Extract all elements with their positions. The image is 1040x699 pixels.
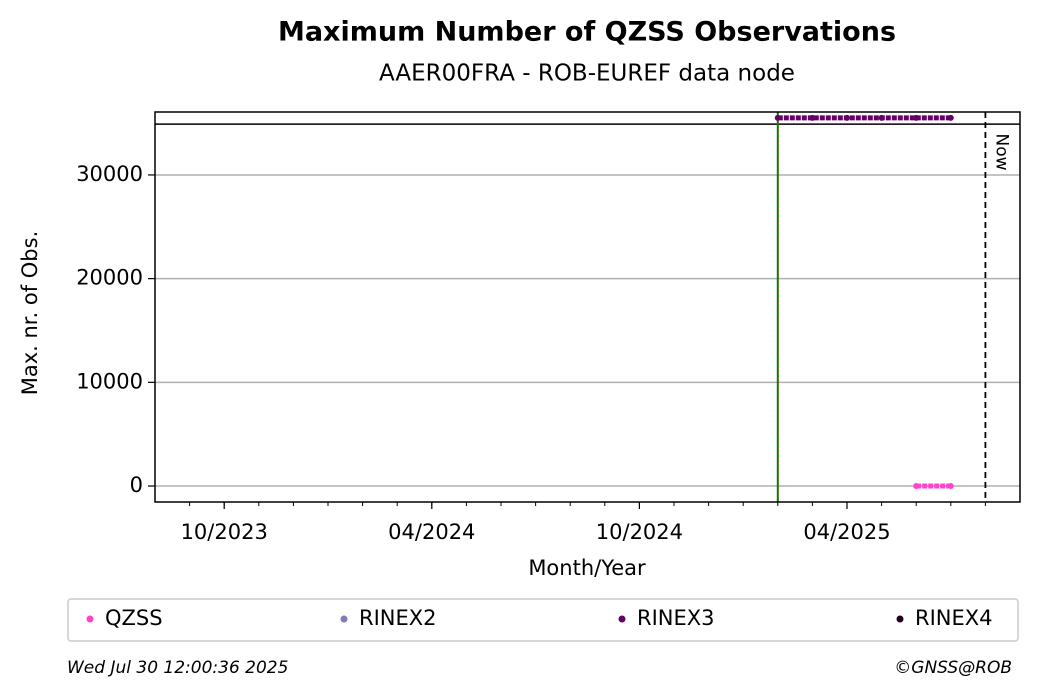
x-axis-label: Month/Year: [528, 556, 646, 580]
data-point: [913, 114, 920, 121]
x-tick-label: 10/2023: [181, 520, 268, 544]
legend-marker: [340, 615, 348, 623]
data-point: [947, 483, 954, 490]
x-tick-label: 10/2024: [596, 520, 683, 544]
y-axis-label: Max. nr. of Obs.: [18, 231, 42, 396]
now-label: Now: [991, 133, 1011, 170]
data-point: [844, 114, 850, 121]
data-point: [809, 114, 816, 121]
legend-label: RINEX2: [359, 606, 437, 630]
data-point: [913, 483, 920, 490]
legend-marker: [618, 615, 626, 623]
x-tick-label: 04/2025: [803, 520, 890, 544]
y-tick-label: 30000: [76, 162, 143, 186]
data-point: [878, 114, 885, 121]
y-tick-label: 0: [130, 473, 143, 497]
legend-label: RINEX4: [915, 606, 993, 630]
y-tick-label: 10000: [76, 369, 143, 393]
chart-subtitle: AAER00FRA - ROB-EUREF data node: [379, 61, 795, 87]
plot-frame: [154, 111, 1021, 503]
footer-copyright: ©GNSS@ROB: [894, 658, 1012, 678]
legend-box: [67, 598, 1019, 642]
legend-label: RINEX3: [637, 606, 715, 630]
data-point: [774, 114, 781, 121]
chart-title: Maximum Number of QZSS Observations: [278, 17, 896, 48]
legend-label: QZSS: [105, 606, 163, 630]
legend-marker: [86, 615, 94, 623]
legend-marker: [896, 615, 904, 623]
footer-date: Wed Jul 30 12:00:36 2025: [67, 658, 288, 678]
data-point: [947, 114, 954, 121]
x-tick-label: 04/2024: [388, 520, 475, 544]
y-tick-label: 20000: [76, 266, 143, 290]
